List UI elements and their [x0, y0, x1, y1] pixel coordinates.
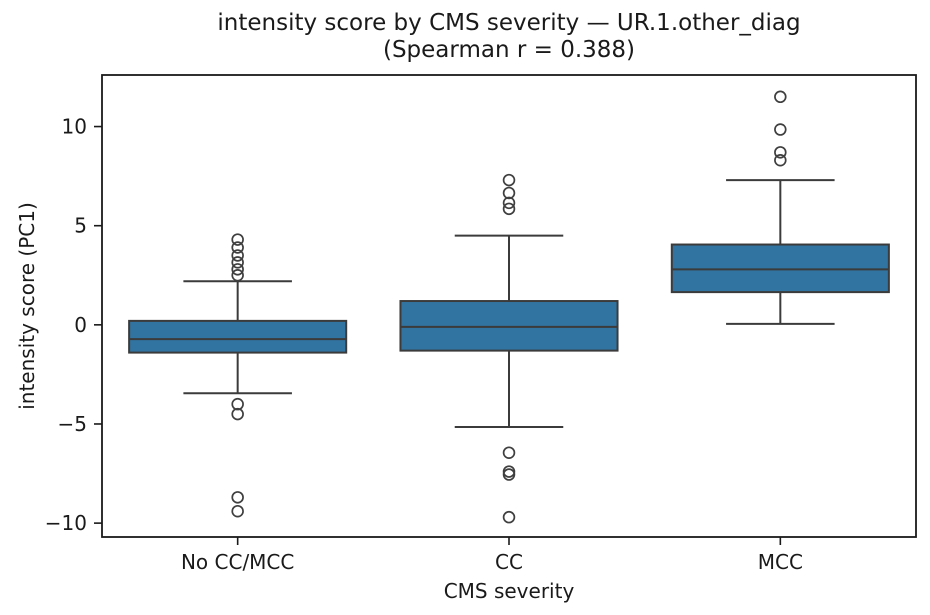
outlier-point: [774, 90, 787, 104]
y-tick-label: 5: [74, 214, 87, 238]
outlier-point: [502, 186, 516, 200]
outlier-point: [502, 510, 516, 524]
chart-subtitle: (Spearman r = 0.388): [382, 37, 636, 63]
outlier-point: [231, 256, 244, 269]
outlier-point: [231, 397, 244, 411]
outlier-point: [231, 491, 244, 504]
box-1: [128, 319, 348, 354]
x-tick-label: No CC/MCC: [181, 550, 294, 574]
chart-title: intensity score by CMS severity — UR.1.o…: [217, 10, 801, 36]
outlier-point: [774, 146, 787, 159]
outlier-point: [774, 123, 787, 136]
x-axis-label: CMS severity: [443, 579, 575, 603]
outlier-point: [231, 263, 244, 276]
outlier-point: [231, 504, 244, 518]
outlier-point: [502, 468, 516, 481]
plot-spines: [101, 74, 917, 538]
outlier-point: [231, 249, 244, 262]
x-tick-label: CC: [495, 550, 523, 574]
outlier-point: [502, 446, 516, 459]
outlier-point: [231, 233, 244, 246]
outlier-point: [502, 196, 516, 210]
x-tick-label: MCC: [758, 550, 803, 574]
outlier-point: [502, 173, 516, 187]
y-axis-label: intensity score (PC1): [15, 202, 39, 410]
outlier-point: [231, 269, 244, 282]
y-tick-label: 10: [62, 115, 87, 139]
outlier-point: [502, 202, 516, 216]
outlier-point: [774, 154, 787, 167]
outlier-point: [231, 407, 244, 421]
y-tick-label: 0: [74, 313, 87, 337]
y-tick-label: −5: [58, 412, 87, 436]
y-tick-label: −10: [45, 511, 87, 535]
outlier-point: [231, 241, 244, 254]
